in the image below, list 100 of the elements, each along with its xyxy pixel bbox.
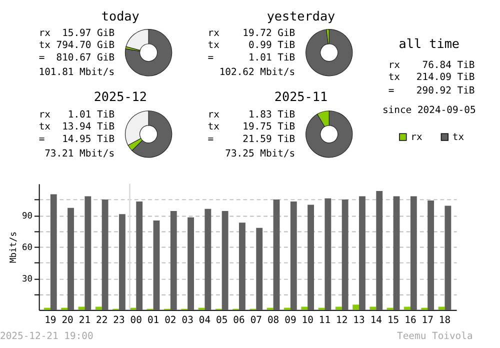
text: = bbox=[208, 52, 214, 64]
text: 1.01 TiB bbox=[248, 52, 296, 64]
x-tick-label: 23 bbox=[113, 315, 125, 326]
text: 13.94 TiB bbox=[62, 121, 115, 132]
bar bbox=[308, 204, 314, 310]
legend-label: rx bbox=[410, 132, 423, 143]
chart-title: 2025-11 bbox=[274, 89, 328, 104]
text: since 2024-09-05 bbox=[382, 104, 476, 116]
bar bbox=[256, 228, 263, 310]
text: 73.21 Mbit/s bbox=[44, 148, 115, 160]
bar bbox=[359, 196, 366, 310]
text: 214.09 TiB bbox=[416, 72, 475, 83]
x-tick-label: 15 bbox=[387, 315, 400, 326]
x-tick-label: 17 bbox=[422, 315, 434, 326]
text: = bbox=[38, 134, 45, 145]
x-tick-label: 16 bbox=[404, 315, 416, 326]
bar bbox=[342, 199, 348, 310]
bar bbox=[301, 306, 308, 310]
bar bbox=[95, 306, 102, 310]
chart-title: yesterday bbox=[266, 8, 336, 24]
text: tx bbox=[208, 40, 220, 51]
x-tick-label: 11 bbox=[318, 315, 331, 326]
bar bbox=[84, 196, 92, 310]
bar bbox=[438, 306, 445, 310]
y-tick-label: 30 bbox=[22, 274, 33, 285]
bar bbox=[50, 194, 57, 310]
text: 290.92 TiB bbox=[416, 85, 475, 96]
bar bbox=[78, 306, 85, 310]
text: 102.62 Mbit/s bbox=[219, 66, 296, 78]
bar bbox=[136, 202, 143, 310]
x-tick-label: 12 bbox=[336, 315, 348, 326]
text: tx bbox=[38, 40, 51, 51]
bar bbox=[102, 199, 108, 310]
text: 0.99 TiB bbox=[248, 40, 296, 51]
text: tx bbox=[38, 121, 51, 132]
bar bbox=[324, 198, 332, 310]
bar bbox=[273, 199, 280, 310]
x-tick-label: 07 bbox=[250, 315, 262, 326]
bar bbox=[290, 202, 297, 310]
x-tick-label: 09 bbox=[284, 315, 296, 326]
text: 73.25 Mbit/s bbox=[225, 148, 296, 160]
x-tick-label: 01 bbox=[147, 315, 160, 326]
x-tick-label: 08 bbox=[267, 315, 280, 326]
text: 14.95 TiB bbox=[62, 134, 115, 145]
chart-title: today bbox=[101, 8, 140, 24]
x-tick-label: 02 bbox=[164, 315, 176, 326]
x-tick-label: 04 bbox=[198, 315, 211, 326]
x-tick-label: 13 bbox=[353, 315, 366, 326]
bar bbox=[393, 196, 400, 310]
bar bbox=[428, 200, 434, 310]
bar bbox=[370, 306, 376, 310]
text: rx bbox=[208, 110, 220, 121]
text: 1.83 TiB bbox=[248, 110, 296, 121]
bar bbox=[204, 208, 212, 310]
bar bbox=[404, 306, 410, 310]
text: 76.84 TiB bbox=[422, 60, 475, 72]
y-tick-label: 60 bbox=[22, 243, 33, 254]
text: 21.59 TiB bbox=[242, 134, 296, 145]
text: tx bbox=[388, 72, 400, 83]
text: 810.67 GiB bbox=[56, 52, 115, 64]
text: 101.81 Mbit/s bbox=[38, 66, 115, 78]
text: = bbox=[208, 134, 214, 145]
text: rx bbox=[208, 28, 220, 40]
bar bbox=[335, 306, 342, 310]
x-tick-label: 22 bbox=[96, 315, 108, 326]
bar bbox=[68, 208, 74, 310]
donut-slice bbox=[306, 29, 353, 76]
text: rx bbox=[388, 60, 400, 72]
x-tick-label: 20 bbox=[62, 315, 74, 326]
text: rx bbox=[38, 28, 51, 40]
x-tick-label: 21 bbox=[78, 315, 91, 326]
bar bbox=[118, 214, 126, 310]
bar bbox=[376, 191, 383, 310]
donut-slice bbox=[124, 29, 172, 76]
text: 1.01 TiB bbox=[68, 110, 115, 121]
text: 794.70 GiB bbox=[56, 40, 115, 51]
x-tick-label: 06 bbox=[233, 315, 245, 326]
x-tick-label: 05 bbox=[216, 315, 228, 326]
x-tick-label: 18 bbox=[438, 315, 451, 326]
text: 19.72 GiB bbox=[242, 28, 296, 40]
text: = bbox=[38, 52, 45, 64]
legend-label: tx bbox=[452, 132, 464, 143]
text: = bbox=[388, 85, 394, 96]
text: 2025-12-21 19:00 bbox=[0, 331, 94, 342]
x-tick-label: 00 bbox=[130, 315, 142, 326]
y-tick-label: 90 bbox=[22, 212, 33, 222]
text: 15.97 GiB bbox=[62, 28, 115, 40]
text: Teemu Toivola bbox=[396, 331, 473, 342]
text: rx bbox=[38, 110, 51, 121]
text: all time bbox=[398, 36, 460, 51]
bar bbox=[222, 211, 228, 310]
x-tick-label: 14 bbox=[370, 315, 382, 326]
text: tx bbox=[208, 121, 220, 132]
bar bbox=[410, 196, 417, 310]
x-tick-label: 19 bbox=[44, 315, 56, 326]
donut-slice bbox=[306, 110, 353, 158]
x-tick-label: 10 bbox=[302, 315, 314, 326]
y-axis-title: Mbit/s bbox=[9, 232, 20, 264]
x-tick-label: 03 bbox=[182, 315, 194, 326]
bar bbox=[352, 304, 360, 310]
